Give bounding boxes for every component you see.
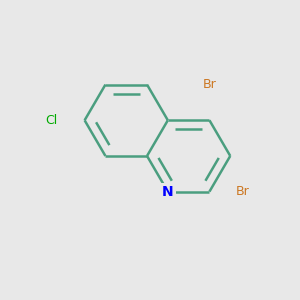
Text: Br: Br (236, 185, 250, 198)
Text: N: N (162, 184, 174, 199)
Text: Cl: Cl (46, 114, 58, 127)
Text: Br: Br (202, 78, 216, 91)
